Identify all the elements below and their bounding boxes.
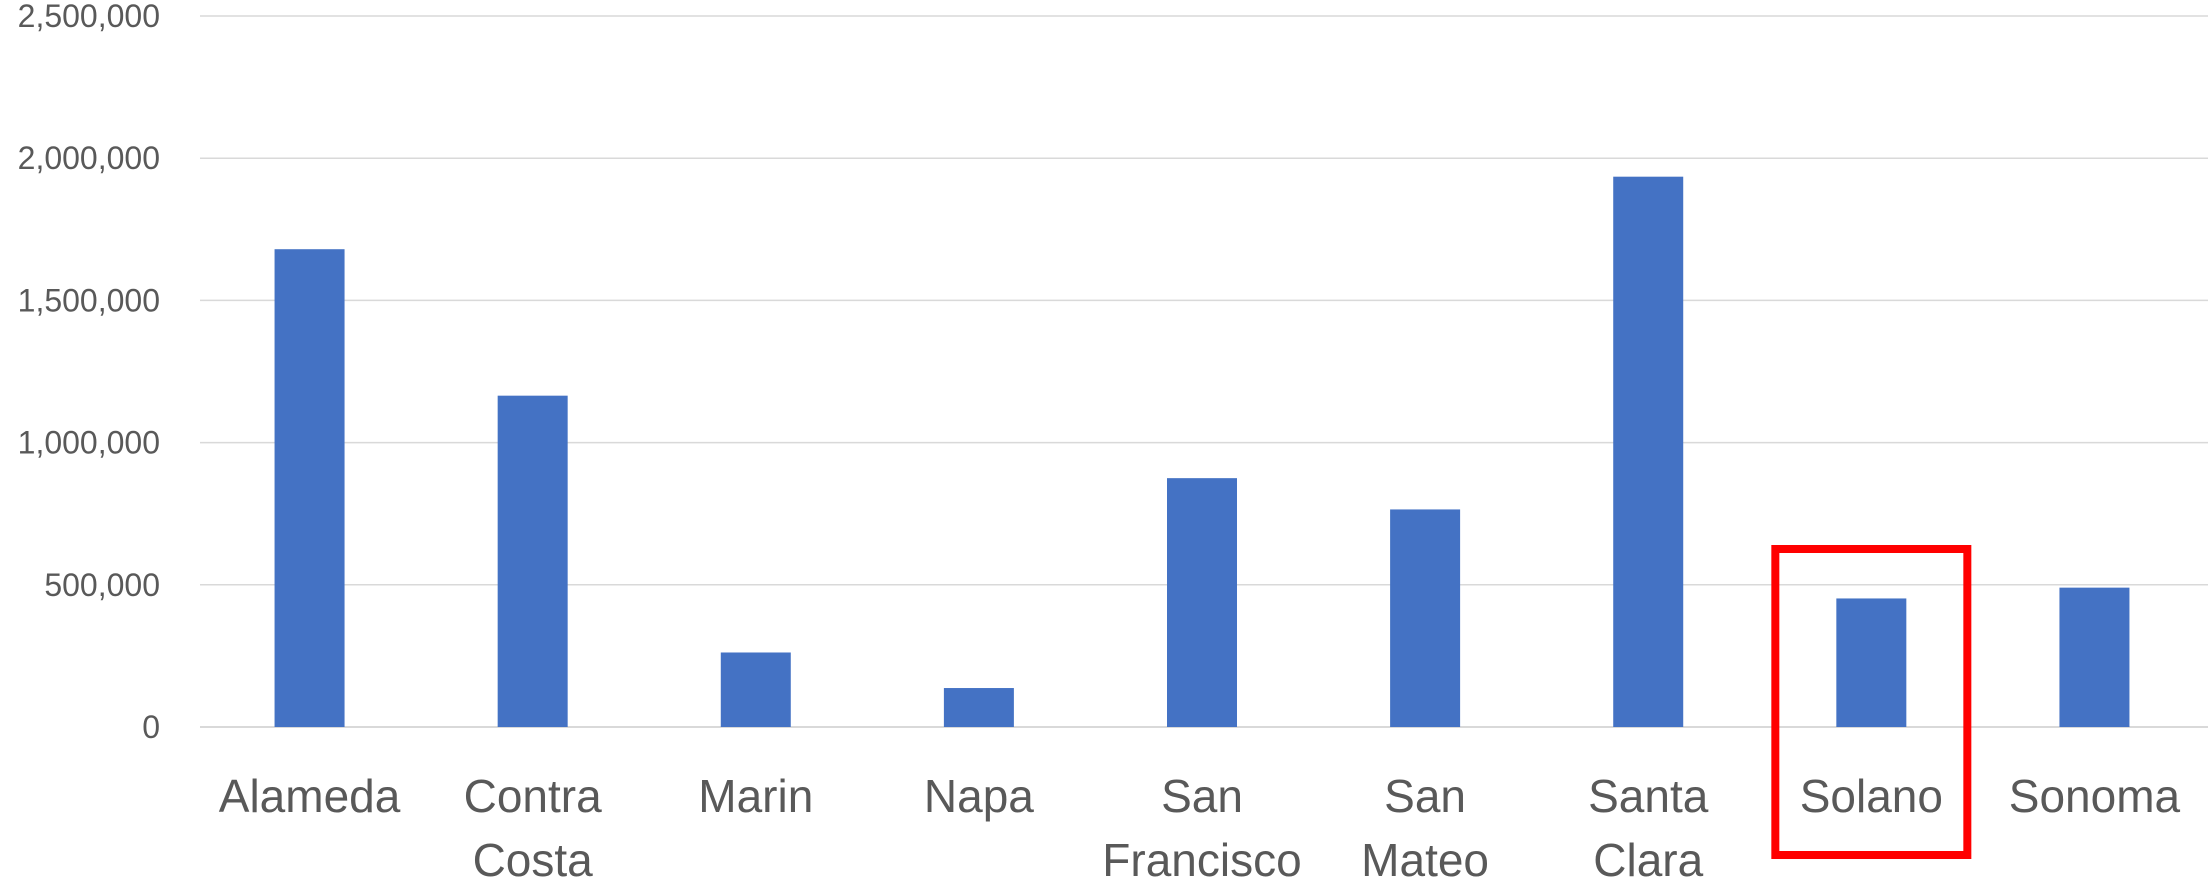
x-tick-label: San (1161, 770, 1243, 822)
bar (1613, 176, 1684, 727)
x-tick-label: Alameda (219, 770, 401, 822)
x-tick-label: Marin (698, 770, 813, 822)
highlight-box (1771, 545, 1972, 859)
bar (497, 395, 568, 727)
bar (1390, 509, 1461, 727)
y-tick-label: 1,000,000 (18, 425, 160, 461)
x-tick-label: Clara (1593, 834, 1703, 883)
bar (943, 688, 1014, 727)
x-tick-label: Costa (473, 834, 594, 883)
x-tick-label: Mateo (1361, 834, 1489, 883)
y-tick-label: 2,000,000 (18, 140, 160, 176)
x-tick-label: Napa (924, 770, 1034, 822)
x-tick-label: San (1384, 770, 1466, 822)
y-tick-label: 500,000 (44, 567, 160, 603)
x-tick-label: Contra (464, 770, 602, 822)
x-tick-label: Solano (1800, 770, 1943, 822)
bar (720, 652, 791, 727)
y-tick-label: 2,500,000 (18, 0, 160, 34)
bar (1167, 478, 1237, 727)
y-tick-label: 0 (142, 709, 160, 745)
bar (274, 249, 345, 727)
y-tick-label: 1,500,000 (18, 282, 160, 318)
bar (2059, 587, 2130, 727)
x-tick-label: Sonoma (2009, 770, 2181, 822)
x-tick-label: Santa (1588, 770, 1709, 822)
bar (1836, 598, 1907, 727)
x-tick-label: Francisco (1102, 834, 1301, 883)
